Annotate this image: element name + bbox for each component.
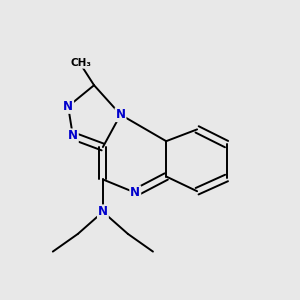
Text: N: N	[130, 186, 140, 199]
Text: N: N	[68, 129, 78, 142]
Text: CH₃: CH₃	[70, 58, 91, 68]
Text: N: N	[63, 100, 73, 113]
Text: N: N	[116, 108, 126, 121]
Text: N: N	[98, 205, 108, 218]
